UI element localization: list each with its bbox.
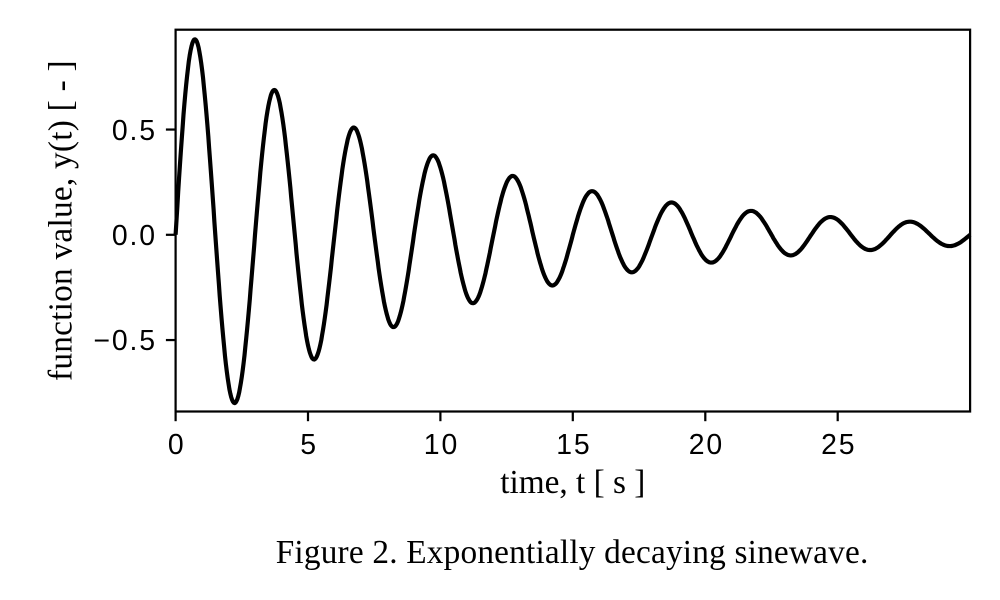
- svg-text:25: 25: [821, 429, 856, 461]
- svg-text:time, t [ s ]: time, t [ s ]: [500, 464, 645, 501]
- svg-text:20: 20: [689, 429, 724, 461]
- svg-text:0.0: 0.0: [112, 220, 157, 252]
- svg-text:0.5: 0.5: [112, 115, 157, 147]
- svg-text:Figure 2. Exponentially decayi: Figure 2. Exponentially decaying sinewav…: [276, 534, 869, 571]
- svg-text:10: 10: [424, 429, 459, 461]
- svg-text:0: 0: [168, 429, 186, 461]
- svg-text:function value, y(t) [ - ]: function value, y(t) [ - ]: [43, 60, 80, 381]
- svg-text:5: 5: [300, 429, 318, 461]
- svg-text:−0.5: −0.5: [93, 325, 157, 357]
- svg-text:15: 15: [556, 429, 591, 461]
